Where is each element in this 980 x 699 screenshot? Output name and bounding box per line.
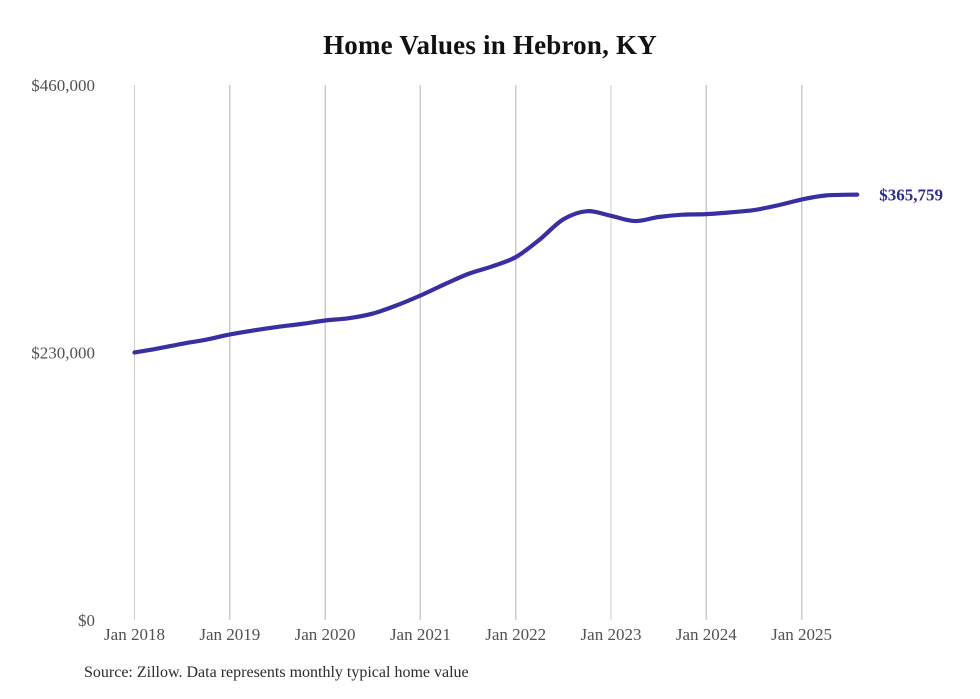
end-value-label: $365,759 [879,186,943,205]
series-group [132,192,860,355]
series-line [132,192,860,355]
x-tick-label: Jan 2023 [581,625,642,644]
x-axis-tick-labels: Jan 2018 Jan 2019 Jan 2020 Jan 2021 Jan 2022… [104,625,832,644]
x-tick-label: Jan 2019 [199,625,260,644]
y-tick-label: $0 [78,611,95,630]
x-tick-label: Jan 2021 [390,625,451,644]
x-tick-label: Jan 2018 [104,625,165,644]
end-value-annotation: $365,759 [879,186,943,205]
x-tick-label: Jan 2022 [485,625,546,644]
gridlines [133,85,803,620]
x-tick-label: Jan 2024 [676,625,737,644]
y-tick-label: $230,000 [31,344,95,363]
source-note: Source: Zillow. Data represents monthly … [84,664,469,681]
x-tick-label: Jan 2020 [295,625,356,644]
x-tick-label: Jan 2025 [771,625,832,644]
chart-title: Home Values in Hebron, KY [323,30,657,60]
y-axis-tick-labels: $0 $230,000 $460,000 [31,76,95,630]
y-tick-label: $460,000 [31,76,95,95]
